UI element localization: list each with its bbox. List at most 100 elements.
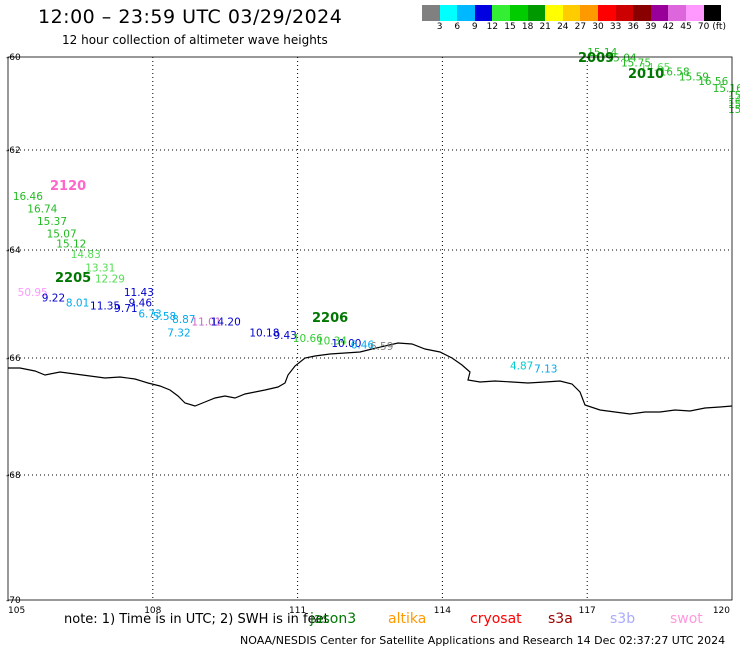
wave-height-points: 15.1415.0415.7514.6516.5815.5916.5615.16… — [13, 47, 740, 376]
y-tick-label: -68 — [6, 471, 21, 481]
wave-height-value: 11.43 — [124, 287, 154, 299]
wave-height-value: 15.07 — [47, 229, 77, 241]
page-title: 12:00 – 23:59 UTC 03/29/2024 — [38, 6, 343, 28]
colorbar-swatch — [615, 5, 634, 21]
wave-height-value: 15.59 — [679, 71, 709, 83]
wave-height-value: 4.87 — [510, 361, 533, 373]
colorbar-swatch — [562, 5, 581, 21]
colorbar-swatch — [685, 5, 704, 21]
colorbar — [422, 5, 722, 21]
wave-height-value: 9.43 — [273, 330, 296, 342]
wave-height-value: 12.29 — [95, 273, 125, 285]
wave-height-value: 6.73 — [138, 309, 161, 321]
x-tick-label: 108 — [144, 606, 161, 616]
wave-height-value: 50.95 — [18, 287, 48, 299]
colorbar-label: 39 — [645, 22, 657, 32]
colorbar-swatch — [597, 5, 616, 21]
y-tick-label: -64 — [6, 246, 21, 256]
mission-label-cryosat: cryosat — [470, 611, 522, 627]
mission-label-s3a: s3a — [548, 611, 573, 627]
wave-height-value: 5.58 — [153, 311, 176, 323]
wave-height-value: 15.25 — [728, 90, 740, 102]
x-tick-label: 111 — [289, 606, 306, 616]
wave-height-value: 10.00 — [331, 338, 361, 350]
wave-height-value: 10.66 — [293, 333, 323, 345]
wave-height-value: 7.32 — [167, 327, 190, 339]
x-tick-label: 117 — [579, 606, 596, 616]
grid-lines — [8, 57, 732, 600]
colorbar-label: 24 — [557, 22, 569, 32]
wave-height-value: 14.65 — [640, 62, 670, 74]
colorbar-swatch — [439, 5, 458, 21]
colorbar-label: 6 — [454, 22, 461, 32]
wave-height-value: 15.16 — [713, 83, 740, 95]
y-tick-label: -60 — [6, 53, 21, 63]
colorbar-label: 42 — [662, 22, 675, 32]
track-time-label: 2206 — [312, 311, 348, 326]
y-tick-label: -62 — [6, 146, 21, 156]
track-time-label: 2010 — [628, 67, 664, 82]
colorbar-label: 70 — [697, 22, 710, 32]
wave-height-value: 9.46 — [129, 298, 153, 310]
colorbar-swatch — [422, 5, 440, 21]
colorbar-labels: 3 6 9 12 15 18 21 24 27 30 33 36 39 42 45 70 (ft) — [422, 22, 740, 36]
x-tick-label: 105 — [8, 606, 25, 616]
wave-height-value: 6.46 — [351, 339, 375, 351]
wave-height-value: 7.13 — [534, 364, 557, 376]
wave-height-value: 16.58 — [660, 67, 690, 79]
mission-label-swot: swot — [670, 611, 703, 627]
wave-height-value: 14.20 — [211, 317, 241, 329]
wave-height-value: 16.74 — [27, 204, 57, 216]
track-time-label: 2205 — [55, 271, 91, 286]
track-time-label: 2120 — [50, 179, 86, 194]
wave-height-value: 9.22 — [42, 292, 65, 304]
wave-height-value: 16.56 — [698, 76, 728, 88]
colorbar-label: (ft) — [712, 22, 726, 32]
mission-label-s3b: s3b — [610, 611, 636, 627]
colorbar-swatch — [633, 5, 651, 21]
track-time-label: 2009 — [578, 51, 614, 66]
colorbar-swatch — [668, 5, 686, 21]
wave-height-value: 15.04 — [607, 53, 637, 65]
colorbar-label: 3 — [436, 22, 443, 32]
wave-height-value: 14.83 — [71, 249, 101, 261]
mission-label-jason3: jason3 — [310, 611, 357, 627]
wave-height-value: 13.31 — [85, 263, 115, 275]
colorbar-swatch — [457, 5, 475, 21]
colorbar-swatch — [527, 5, 546, 21]
wave-height-value: 16.46 — [13, 191, 43, 203]
colorbar-swatch — [509, 5, 528, 21]
wave-height-value: 15. — [728, 104, 740, 116]
colorbar-label: 9 — [471, 22, 478, 32]
axis-ticks: 105 108 111 114 117 120 -60 -62 -64 -66 -68 -70 — [6, 53, 730, 616]
x-tick-label: 120 — [713, 606, 730, 616]
antarctic-coastline — [8, 342, 733, 415]
colorbar-label: 21 — [539, 22, 551, 32]
map-frame — [7, 56, 733, 601]
colorbar-swatch — [474, 5, 493, 21]
wave-height-value: 15.12 — [56, 239, 86, 251]
y-tick-label: -66 — [6, 354, 21, 364]
wave-height-value: 15.79 — [728, 99, 740, 111]
colorbar-label: 15 — [504, 22, 516, 32]
wave-height-value: 6.59 — [370, 341, 393, 353]
page-subtitle: 12 hour collection of altimeter wave hei… — [62, 33, 328, 47]
wave-height-value: 9.71 — [114, 303, 137, 315]
wave-height-value: 11.01 — [191, 317, 221, 329]
x-tick-label: 114 — [434, 606, 451, 616]
wave-height-value: 15.14 — [587, 47, 617, 59]
colorbar-label: 27 — [574, 22, 587, 32]
wave-height-value: 10.34 — [317, 336, 347, 348]
colorbar-swatch — [580, 5, 598, 21]
wave-height-value: 14.22 — [728, 95, 740, 107]
wave-height-value: 8.01 — [66, 298, 89, 310]
note-text: note: 1) Time is in UTC; 2) SWH is in fe… — [64, 612, 329, 627]
wave-height-value: 11.35 — [90, 300, 120, 312]
colorbar-label: 33 — [609, 22, 622, 32]
wave-height-value: 15.37 — [37, 216, 67, 228]
colorbar-label: 18 — [521, 22, 534, 32]
colorbar-swatch — [650, 5, 669, 21]
mission-label-altika: altika — [388, 611, 427, 627]
y-tick-label: -70 — [6, 596, 21, 606]
